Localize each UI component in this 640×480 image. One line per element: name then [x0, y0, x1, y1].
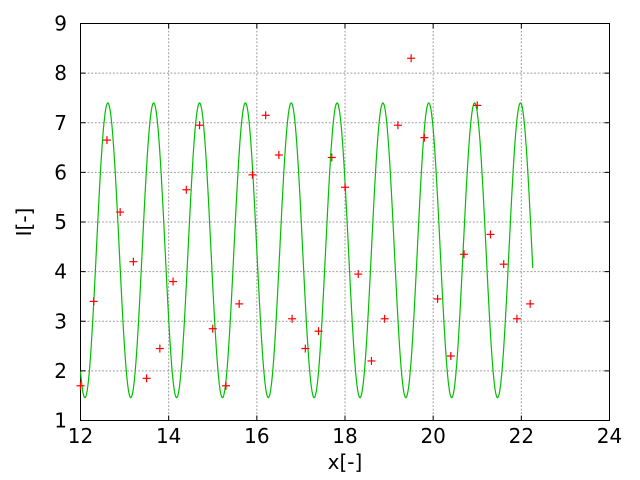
y-tick-label: 6 [54, 160, 67, 184]
x-tick-label: 16 [244, 424, 269, 448]
fitted-curve-line [79, 102, 534, 399]
x-tick-label: 18 [332, 424, 357, 448]
x-tick-label: 14 [156, 424, 181, 448]
x-tick-label: 24 [597, 424, 622, 448]
x-tick-label: 12 [68, 424, 93, 448]
y-tick-label: 4 [54, 260, 67, 284]
x-tick-label: 20 [420, 424, 445, 448]
y-axis-label: I[-] [12, 208, 36, 237]
y-tick-label: 2 [54, 359, 67, 383]
x-axis-label: x[-] [328, 450, 363, 474]
x-tick-label: 22 [509, 424, 534, 448]
y-tick-label: 3 [54, 309, 67, 333]
y-tick-label: 1 [54, 409, 67, 433]
y-tick-label: 7 [54, 111, 67, 135]
y-tick-label: 5 [54, 210, 67, 234]
y-tick-label: 9 [54, 12, 67, 36]
y-tick-label: 8 [54, 61, 67, 85]
